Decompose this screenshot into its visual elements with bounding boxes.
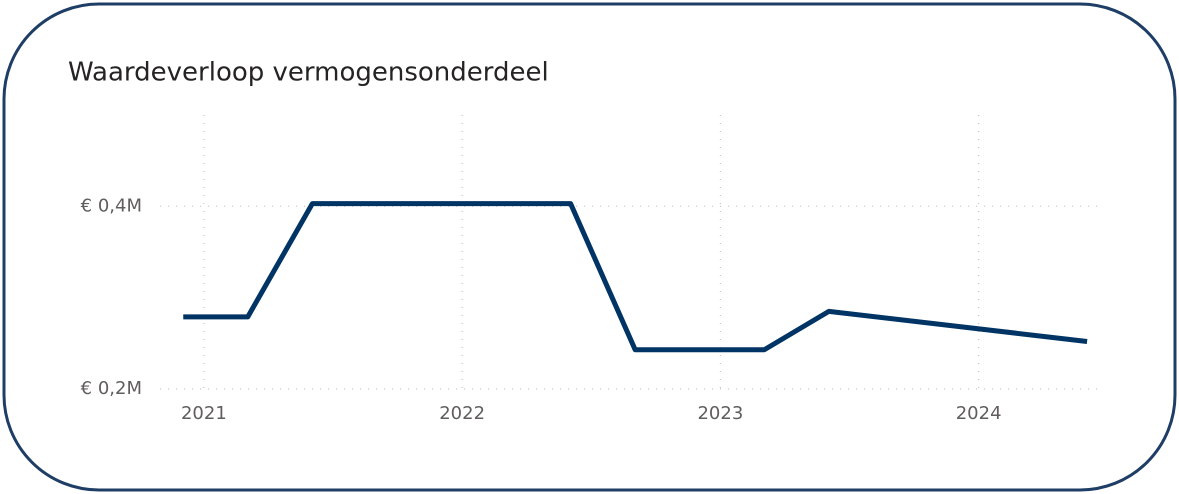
y-tick-label: € 0,2M <box>81 378 142 399</box>
x-tick-label: 2022 <box>439 403 485 424</box>
line-series <box>183 201 1088 353</box>
x-tick-label: 2021 <box>181 403 227 424</box>
y-tick-label: € 0,4M <box>81 195 142 216</box>
x-tick-label: 2024 <box>956 403 1002 424</box>
chart-title: Waardeverloop vermogensonderdeel <box>68 58 549 88</box>
x-tick-label: 2023 <box>697 403 743 424</box>
